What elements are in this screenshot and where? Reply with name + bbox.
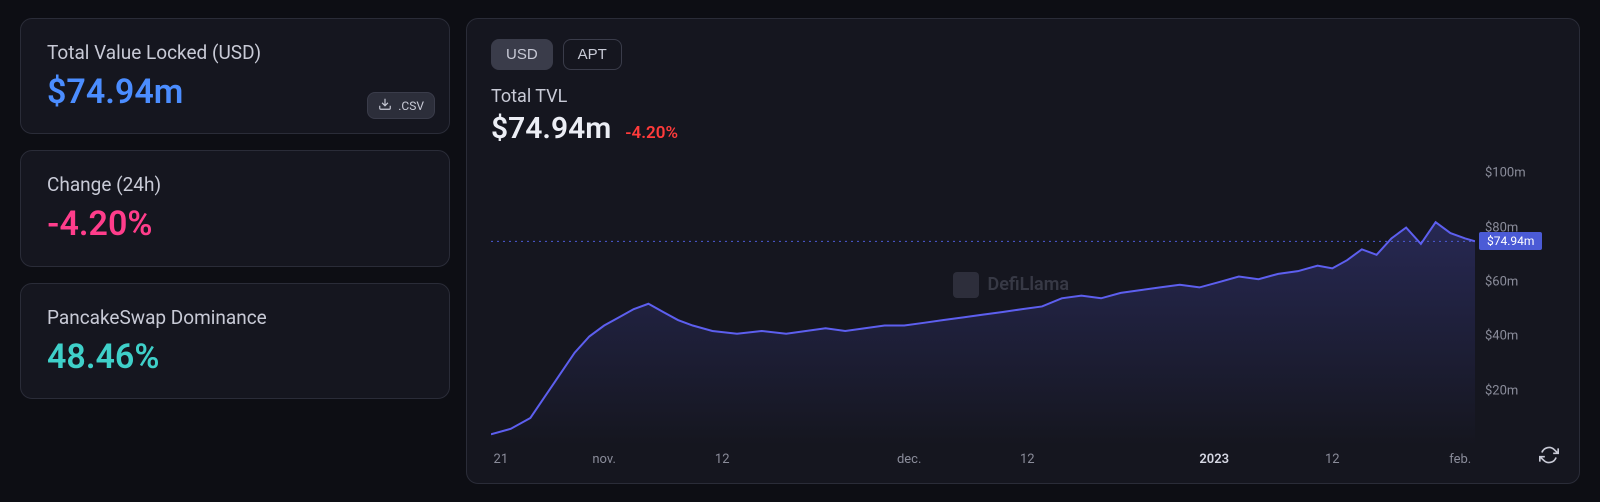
- download-icon: [378, 97, 392, 114]
- x-axis: 21 nov. 12 dec. 12 2023 12 feb.: [491, 449, 1555, 469]
- download-csv-button[interactable]: .CSV: [367, 92, 435, 119]
- x-tick-label: 12: [715, 452, 730, 467]
- dominance-label: PancakeSwap Dominance: [47, 306, 423, 329]
- refresh-icon: [1539, 450, 1559, 469]
- dominance-value: 48.46%: [47, 339, 423, 376]
- y-tick-label: $40m: [1485, 329, 1518, 344]
- refresh-button[interactable]: [1539, 445, 1559, 469]
- x-tick-label: 12: [1020, 452, 1035, 467]
- change-value: -4.20%: [47, 206, 423, 243]
- x-tick-label: feb.: [1449, 452, 1471, 467]
- tvl-card: Total Value Locked (USD) $74.94m .CSV: [20, 18, 450, 134]
- y-tick-label: $100m: [1485, 166, 1526, 181]
- y-tick-label: $20m: [1485, 383, 1518, 398]
- chart-delta: -4.20%: [625, 123, 678, 143]
- chart-panel: USD APT Total TVL $74.94m -4.20% DefiLla…: [466, 18, 1580, 484]
- x-tick-label: dec.: [897, 452, 921, 467]
- y-tick-label: $60m: [1485, 274, 1518, 289]
- change-card: Change (24h) -4.20%: [20, 150, 450, 266]
- currency-tabs: USD APT: [491, 39, 1555, 70]
- change-label: Change (24h): [47, 173, 423, 196]
- tab-apt[interactable]: APT: [563, 39, 622, 70]
- chart-header: Total TVL $74.94m -4.20%: [491, 86, 1555, 146]
- csv-label: .CSV: [398, 99, 424, 113]
- tab-usd[interactable]: USD: [491, 39, 553, 70]
- chart-value: $74.94m: [491, 111, 611, 146]
- dominance-card: PancakeSwap Dominance 48.46%: [20, 283, 450, 399]
- tvl-chart[interactable]: [491, 146, 1475, 445]
- stats-column: Total Value Locked (USD) $74.94m .CSV Ch…: [20, 18, 450, 484]
- y-axis: $100m$80m$60m$40m$20m$74.94m: [1475, 146, 1555, 445]
- current-value-tag: $74.94m: [1479, 232, 1542, 250]
- x-tick-label: nov.: [592, 452, 616, 467]
- x-tick-label: 12: [1325, 452, 1340, 467]
- x-tick-label: 21: [494, 452, 509, 467]
- chart-area: DefiLlama $100m$80m$60m$40m$20m$74.94m: [491, 146, 1555, 445]
- tvl-label: Total Value Locked (USD): [47, 41, 423, 64]
- chart-title: Total TVL: [491, 86, 1555, 107]
- x-tick-label: 2023: [1199, 452, 1229, 467]
